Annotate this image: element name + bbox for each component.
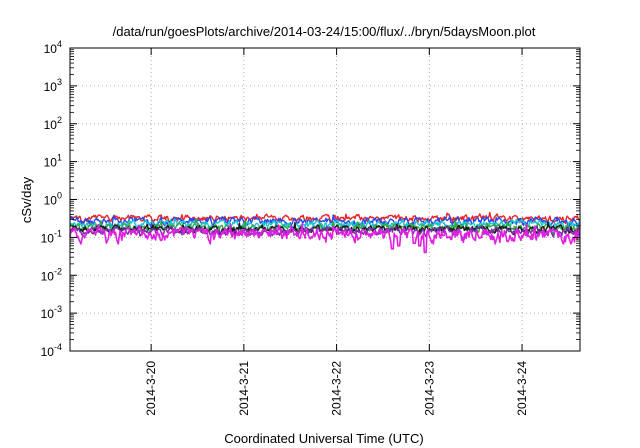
y-tick-label: 104 [44, 39, 62, 56]
y-tick-label: 103 [44, 77, 62, 94]
x-tick-label: 2014-3-21 [237, 361, 251, 416]
chart-title: /data/run/goesPlots/archive/2014-03-24/1… [113, 24, 536, 39]
x-tick-label: 2014-3-20 [144, 361, 158, 416]
x-axis-label: Coordinated Universal Time (UTC) [224, 431, 423, 446]
y-tick-label: 10-3 [41, 304, 62, 321]
grid-lines [70, 48, 580, 351]
x-tick-label: 2014-3-24 [515, 361, 529, 416]
x-tick-label: 2014-3-22 [330, 361, 344, 416]
y-axis: 10-4 10-3 10-2 10-1 100 101 102 103 104 [41, 39, 580, 359]
series-line-7 [69, 223, 581, 254]
y-tick-label: 10-2 [41, 266, 62, 283]
y-tick-label: 102 [44, 115, 62, 132]
y-tick-label: 100 [44, 191, 62, 208]
series-line-1 [69, 211, 581, 225]
series-group [69, 211, 581, 254]
y-axis-label: cSv/day [19, 176, 34, 223]
y-tick-label: 10-4 [41, 342, 62, 359]
y-tick-label: 101 [44, 153, 62, 170]
series-line-6 [69, 225, 581, 240]
y-tick-label: 10-1 [41, 228, 62, 245]
x-tick-label: 2014-3-23 [422, 361, 436, 416]
x-axis: 2014-3-20 2014-3-21 2014-3-22 2014-3-23 2014… [144, 48, 529, 416]
